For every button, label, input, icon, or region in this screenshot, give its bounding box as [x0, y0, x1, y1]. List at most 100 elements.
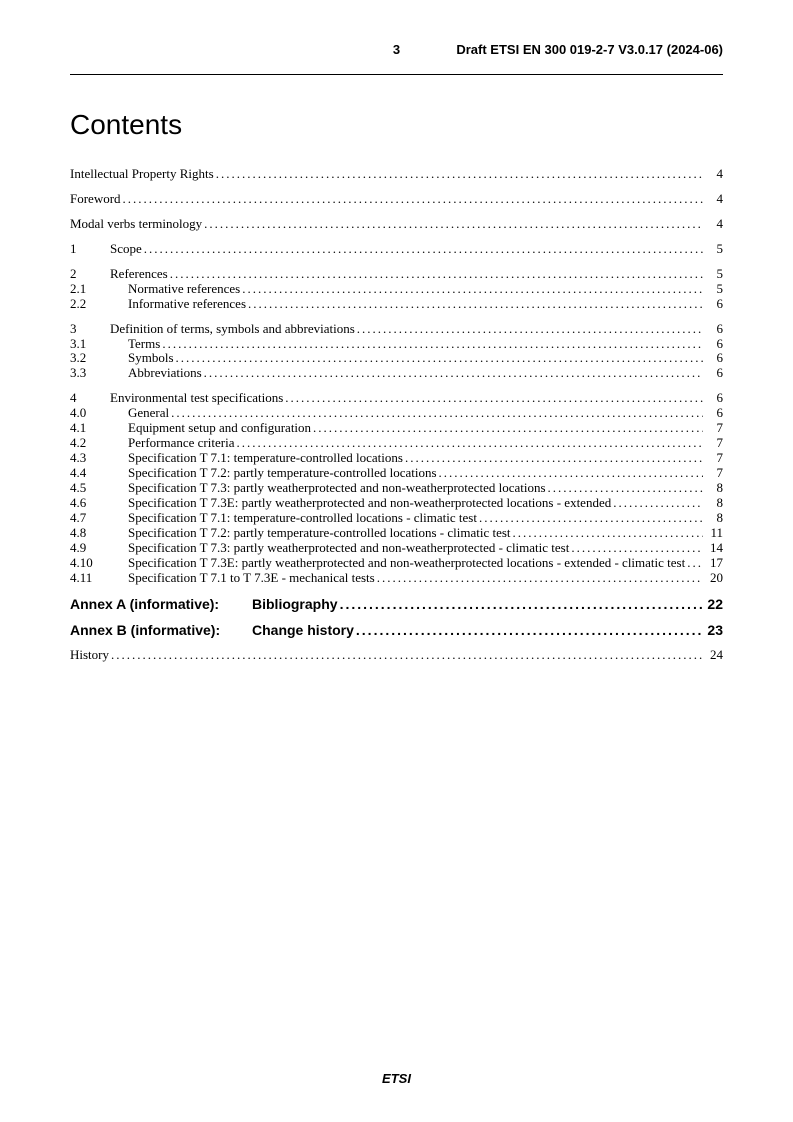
toc-subs: 3.1 Terms 6 3.2 Symbols 6 3.3 Abbreviati…: [70, 337, 723, 382]
toc-text: Equipment setup and configuration: [128, 421, 311, 436]
page-footer: ETSI: [0, 1071, 793, 1086]
toc-history: History 24: [70, 648, 723, 663]
toc-num: 2.2: [70, 297, 128, 312]
toc-num: 4.8: [70, 526, 128, 541]
toc-leader: [357, 322, 703, 337]
toc-num: 2.1: [70, 282, 128, 297]
toc-leader: [162, 337, 703, 352]
toc-page: 23: [705, 622, 723, 638]
toc-entry: 4.4Specification T 7.2: partly temperatu…: [70, 466, 723, 481]
toc-entry: 4.8Specification T 7.2: partly temperatu…: [70, 526, 723, 541]
toc-entry: 2.2 Informative references 6: [70, 297, 723, 312]
page-title: Contents: [70, 109, 723, 141]
toc-page: 24: [705, 648, 723, 663]
toc-entry: 3.2 Symbols 6: [70, 351, 723, 366]
toc-subs: 4.0General 6 4.1Equipment setup and confi…: [70, 406, 723, 585]
toc-entry: 4 Environmental test specifications 6: [70, 391, 723, 406]
toc-page: 22: [705, 596, 723, 612]
toc-text: Informative references: [128, 297, 246, 312]
annex-label: Annex A (informative):: [70, 596, 252, 612]
toc-page: 6: [705, 337, 723, 352]
page-header: 3 Draft ETSI EN 300 019-2-7 V3.0.17 (202…: [70, 42, 723, 64]
toc-text: Specification T 7.3: partly weatherprote…: [128, 481, 546, 496]
document-id: Draft ETSI EN 300 019-2-7 V3.0.17 (2024-…: [456, 42, 723, 57]
toc-page: 6: [705, 351, 723, 366]
toc-leader: [687, 556, 703, 571]
toc-entry: 4.1Equipment setup and configuration 7: [70, 421, 723, 436]
toc-text: Foreword: [70, 192, 121, 207]
toc-entry: 4.9Specification T 7.3: partly weatherpr…: [70, 541, 723, 556]
toc-leader: [313, 421, 703, 436]
toc-num: 4.10: [70, 556, 128, 571]
toc-num: 4.1: [70, 421, 128, 436]
toc-text: Specification T 7.3: partly weatherprote…: [128, 541, 569, 556]
toc-leader: [356, 622, 703, 638]
toc-page: 4: [705, 167, 723, 182]
toc-num: 4.0: [70, 406, 128, 421]
toc-leader: [405, 451, 703, 466]
toc-num: 4.4: [70, 466, 128, 481]
toc-text: Performance criteria: [128, 436, 234, 451]
toc-page: 8: [705, 511, 723, 526]
header-rule: [70, 74, 723, 75]
toc-entry: 4.5Specification T 7.3: partly weatherpr…: [70, 481, 723, 496]
toc-leader: [204, 366, 703, 381]
toc-leader: [513, 526, 703, 541]
toc-page: 7: [705, 451, 723, 466]
toc-entry: 3 Definition of terms, symbols and abbre…: [70, 322, 723, 337]
toc-text: Scope: [110, 242, 142, 257]
toc-page: 4: [705, 217, 723, 232]
toc-text: Symbols: [128, 351, 174, 366]
toc-leader: [236, 436, 703, 451]
toc-leader: [171, 406, 703, 421]
page-number: 3: [393, 42, 400, 57]
annex-title: Change history: [252, 622, 354, 638]
toc-page: 6: [705, 391, 723, 406]
toc-entry: 1 Scope 5: [70, 242, 723, 257]
toc-leader: [479, 511, 703, 526]
toc-text: References: [110, 267, 168, 282]
toc-entry: Intellectual Property Rights 4: [70, 167, 723, 182]
toc-page: 6: [705, 366, 723, 381]
toc-entry: 4.7Specification T 7.1: temperature-cont…: [70, 511, 723, 526]
toc-subs: 2.1 Normative references 5 2.2 Informati…: [70, 282, 723, 312]
toc-entry: 4.6Specification T 7.3E: partly weatherp…: [70, 496, 723, 511]
toc-page: 8: [705, 496, 723, 511]
toc-num: 4: [70, 391, 110, 406]
toc-page: 5: [705, 282, 723, 297]
toc-leader: [285, 391, 703, 406]
annex-label: Annex B (informative):: [70, 622, 252, 638]
toc-text: Specification T 7.1 to T 7.3E - mechanic…: [128, 571, 375, 586]
toc-text: Definition of terms, symbols and abbrevi…: [110, 322, 355, 337]
table-of-contents: Intellectual Property Rights 4 Foreword …: [70, 167, 723, 663]
toc-leader: [216, 167, 703, 182]
toc-leader: [123, 192, 703, 207]
toc-page: 6: [705, 297, 723, 312]
toc-entry: 4.3Specification T 7.1: temperature-cont…: [70, 451, 723, 466]
toc-entry: 4.11Specification T 7.1 to T 7.3E - mech…: [70, 571, 723, 586]
toc-entry: 2.1 Normative references 5: [70, 282, 723, 297]
toc-leader: [242, 282, 703, 297]
toc-text: Abbreviations: [128, 366, 202, 381]
toc-page: 7: [705, 421, 723, 436]
page: 3 Draft ETSI EN 300 019-2-7 V3.0.17 (202…: [0, 0, 793, 1122]
toc-text: Intellectual Property Rights: [70, 167, 214, 182]
toc-num: 4.6: [70, 496, 128, 511]
toc-section-1: 1 Scope 5: [70, 242, 723, 257]
toc-entry: 3.3 Abbreviations 6: [70, 366, 723, 381]
toc-leader: [111, 648, 703, 663]
toc-text: Modal verbs terminology: [70, 217, 202, 232]
toc-front-2: Modal verbs terminology 4: [70, 217, 723, 232]
toc-num: 2: [70, 267, 110, 282]
toc-num: 3.1: [70, 337, 128, 352]
toc-num: 1: [70, 242, 110, 257]
toc-num: 4.7: [70, 511, 128, 526]
toc-page: 20: [705, 571, 723, 586]
toc-page: 6: [705, 406, 723, 421]
toc-text: General: [128, 406, 169, 421]
toc-text: Specification T 7.1: temperature-control…: [128, 451, 403, 466]
toc-front-0: Intellectual Property Rights 4: [70, 167, 723, 182]
toc-text: Normative references: [128, 282, 240, 297]
toc-text: Specification T 7.2: partly temperature-…: [128, 466, 437, 481]
toc-section-2: 2 References 5 2.1 Normative references …: [70, 267, 723, 312]
